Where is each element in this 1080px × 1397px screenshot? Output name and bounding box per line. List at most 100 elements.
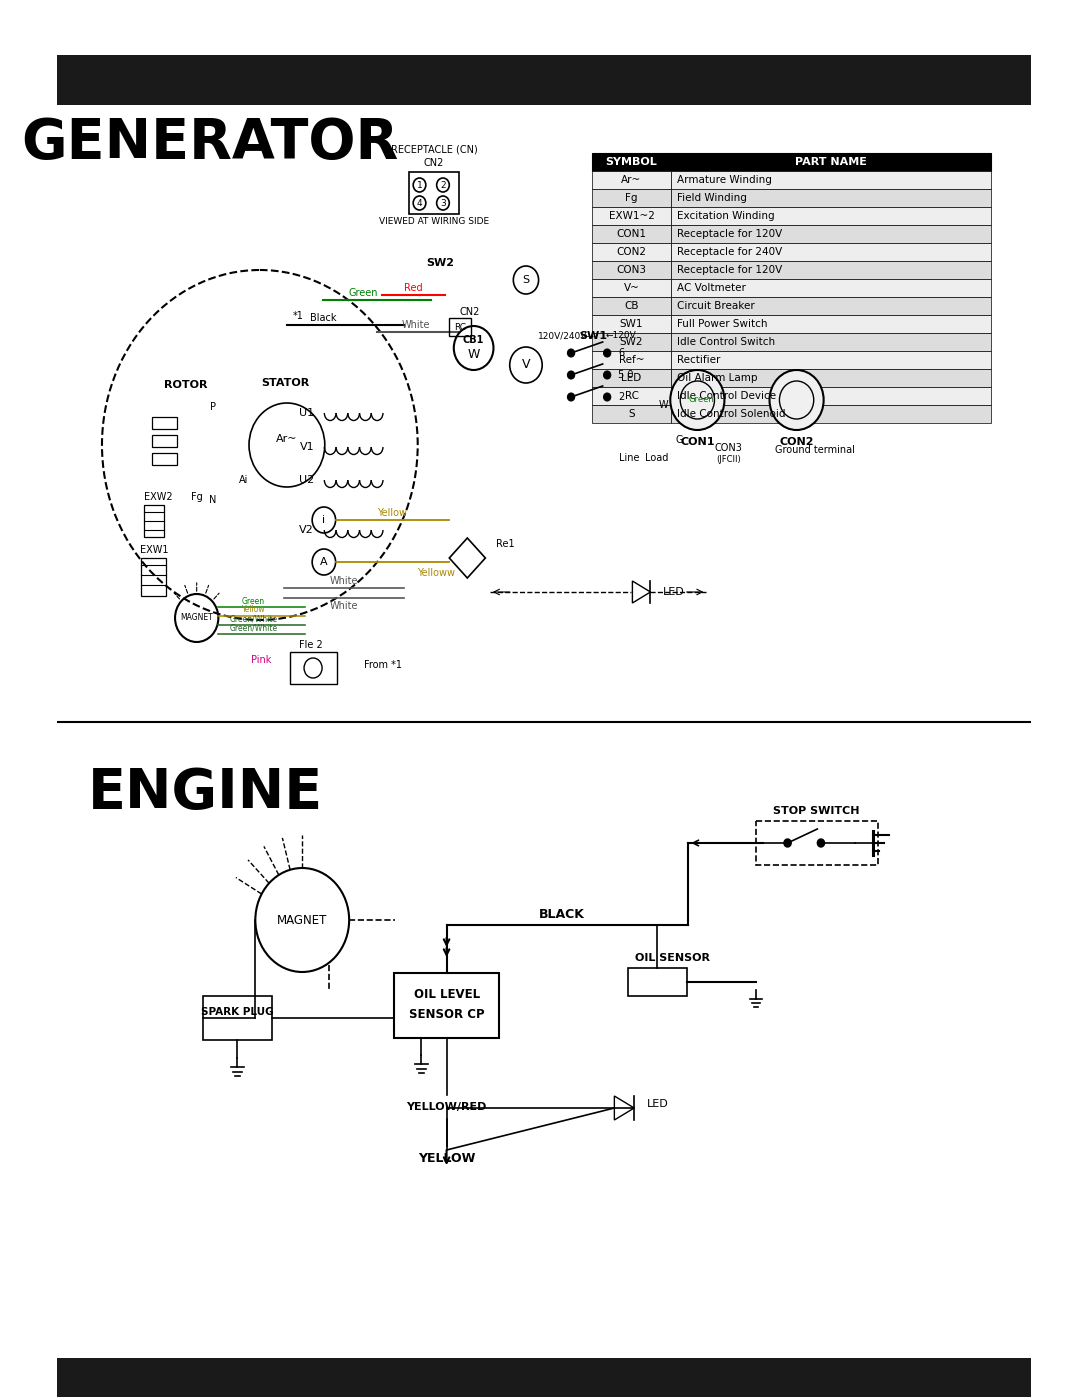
Text: 2: 2 bbox=[441, 180, 446, 190]
Bar bbox=[592, 207, 671, 225]
Text: Green: Green bbox=[242, 597, 265, 605]
Bar bbox=[394, 972, 499, 1038]
Text: Fg: Fg bbox=[191, 492, 203, 502]
Text: White: White bbox=[402, 320, 430, 330]
Text: GENERATOR: GENERATOR bbox=[22, 116, 399, 170]
Bar bbox=[671, 314, 991, 332]
Text: From *1: From *1 bbox=[364, 659, 402, 671]
Bar bbox=[627, 968, 687, 996]
Text: Oil Alarm Lamp: Oil Alarm Lamp bbox=[676, 373, 757, 383]
Text: Excitation Winding: Excitation Winding bbox=[676, 211, 774, 221]
Bar bbox=[592, 369, 671, 387]
Text: SPARK PLUG: SPARK PLUG bbox=[201, 1007, 273, 1017]
Text: SW1: SW1 bbox=[620, 319, 644, 330]
Text: Idle Control Switch: Idle Control Switch bbox=[676, 337, 774, 346]
Text: LED: LED bbox=[663, 587, 685, 597]
Text: Receptacle for 240V: Receptacle for 240V bbox=[676, 247, 782, 257]
Bar bbox=[671, 154, 991, 170]
Bar bbox=[592, 314, 671, 332]
Text: W: W bbox=[468, 348, 480, 362]
Text: VIEWED AT WIRING SIDE: VIEWED AT WIRING SIDE bbox=[379, 218, 489, 226]
Text: EXW1~2: EXW1~2 bbox=[608, 211, 654, 221]
Text: Idle Control Device: Idle Control Device bbox=[676, 391, 775, 401]
Text: SW2: SW2 bbox=[427, 258, 455, 268]
Circle shape bbox=[604, 349, 611, 358]
Bar bbox=[203, 996, 271, 1039]
Bar bbox=[671, 261, 991, 279]
Text: White: White bbox=[329, 576, 357, 585]
Text: Green/White: Green/White bbox=[229, 623, 278, 633]
Polygon shape bbox=[633, 581, 650, 604]
Circle shape bbox=[567, 349, 575, 358]
Text: Full Power Switch: Full Power Switch bbox=[676, 319, 767, 330]
Bar bbox=[592, 189, 671, 207]
Text: V1: V1 bbox=[299, 441, 314, 453]
Text: A: A bbox=[320, 557, 327, 567]
Bar bbox=[592, 279, 671, 298]
Text: V2: V2 bbox=[299, 525, 314, 535]
Bar bbox=[671, 351, 991, 369]
Text: CON3: CON3 bbox=[715, 443, 743, 453]
Text: 2: 2 bbox=[618, 393, 624, 402]
Bar bbox=[671, 225, 991, 243]
Text: Yelloww: Yelloww bbox=[417, 569, 455, 578]
Text: Green: Green bbox=[689, 395, 715, 405]
Text: CN2: CN2 bbox=[423, 158, 444, 168]
Circle shape bbox=[604, 372, 611, 379]
Text: AC Voltmeter: AC Voltmeter bbox=[676, 284, 745, 293]
Text: CB: CB bbox=[624, 300, 638, 312]
Circle shape bbox=[436, 196, 449, 210]
Bar bbox=[756, 821, 878, 865]
Bar bbox=[671, 170, 991, 189]
Text: Yellow: Yellow bbox=[242, 605, 266, 615]
Bar bbox=[449, 319, 471, 337]
Text: Yellow: Yellow bbox=[377, 509, 407, 518]
Text: Rectifier: Rectifier bbox=[676, 355, 720, 365]
Text: BLACK: BLACK bbox=[539, 908, 585, 922]
Circle shape bbox=[818, 840, 824, 847]
Text: OIL LEVEL: OIL LEVEL bbox=[414, 989, 480, 1002]
Text: ENGINE: ENGINE bbox=[89, 766, 323, 820]
Text: V~: V~ bbox=[623, 284, 639, 293]
Bar bbox=[592, 405, 671, 423]
Bar bbox=[592, 351, 671, 369]
Text: 4: 4 bbox=[417, 198, 422, 208]
Text: N: N bbox=[210, 495, 217, 504]
Bar bbox=[57, 54, 1031, 105]
Text: S: S bbox=[629, 409, 635, 419]
Text: Load: Load bbox=[645, 453, 669, 462]
Bar bbox=[671, 207, 991, 225]
Text: CON2: CON2 bbox=[617, 247, 647, 257]
Text: GA-3.6RZ3—WIRING DIAGRAM: GA-3.6RZ3—WIRING DIAGRAM bbox=[630, 68, 1053, 94]
Bar bbox=[671, 243, 991, 261]
Bar bbox=[151, 416, 177, 429]
Text: Circuit Breaker: Circuit Breaker bbox=[676, 300, 754, 312]
Text: Fle 2: Fle 2 bbox=[299, 640, 323, 650]
Text: CON1: CON1 bbox=[617, 229, 647, 239]
Bar bbox=[592, 298, 671, 314]
Text: STATOR: STATOR bbox=[261, 379, 309, 388]
Bar bbox=[671, 369, 991, 387]
Circle shape bbox=[770, 370, 824, 430]
Bar bbox=[671, 279, 991, 298]
Bar bbox=[592, 261, 671, 279]
Text: 3: 3 bbox=[440, 198, 446, 208]
Circle shape bbox=[604, 393, 611, 401]
Text: EXW1: EXW1 bbox=[140, 545, 168, 555]
Bar bbox=[592, 332, 671, 351]
Text: Field Winding: Field Winding bbox=[676, 193, 746, 203]
Text: GA-3.6RZ3 A.C. GENERATOR — PARTS & OPERATION MANUAL — REV. #3  (09/03/04) — PAGE: GA-3.6RZ3 A.C. GENERATOR — PARTS & OPERA… bbox=[213, 1372, 876, 1384]
Text: i: i bbox=[322, 515, 325, 525]
Circle shape bbox=[784, 840, 792, 847]
Text: Green: Green bbox=[349, 288, 378, 298]
Bar bbox=[592, 387, 671, 405]
Bar bbox=[592, 225, 671, 243]
Text: STOP SWITCH: STOP SWITCH bbox=[773, 806, 860, 816]
Text: MAGNET: MAGNET bbox=[180, 613, 213, 623]
Circle shape bbox=[414, 177, 426, 191]
Circle shape bbox=[567, 393, 575, 401]
Bar bbox=[671, 332, 991, 351]
Text: Line: Line bbox=[620, 453, 640, 462]
Text: CB1: CB1 bbox=[463, 335, 484, 345]
Text: LED: LED bbox=[647, 1099, 669, 1109]
